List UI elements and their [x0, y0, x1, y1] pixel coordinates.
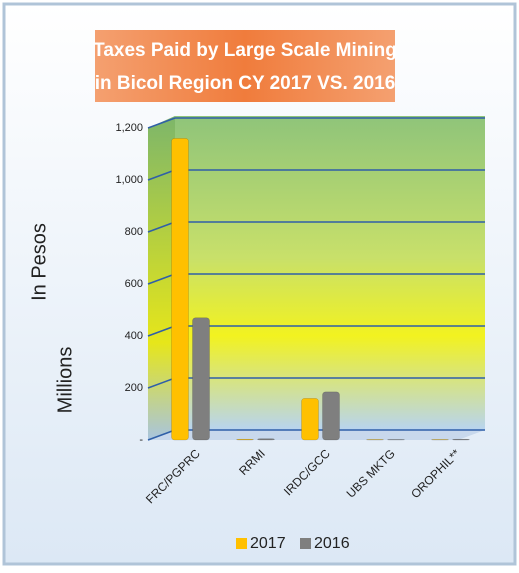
- y-axis-label: In Pesos: [28, 223, 50, 301]
- y-tick-label: 1,200: [115, 122, 143, 134]
- bar: [192, 317, 210, 441]
- y-tick-label: 800: [125, 226, 143, 238]
- y-tick-label: 400: [125, 330, 143, 342]
- legend-swatch: [236, 538, 247, 549]
- chart-title: Taxes Paid by Large Scale Mining: [93, 40, 397, 61]
- bar: [171, 138, 189, 441]
- legend-label: 2016: [314, 535, 350, 552]
- y-axis-label: Millions: [54, 347, 76, 414]
- grid-line: [147, 117, 176, 129]
- back-wall: [175, 116, 485, 430]
- bar: [236, 438, 254, 441]
- bar: [257, 438, 275, 441]
- y-tick-label: 200: [125, 382, 143, 394]
- y-tick-label: 1,000: [115, 174, 143, 186]
- grid-line: [147, 221, 176, 233]
- legend-label: 2017: [250, 535, 286, 552]
- title-box: [95, 30, 395, 102]
- bar: [322, 391, 340, 441]
- side-wall: [148, 116, 175, 440]
- legend-swatch: [300, 538, 311, 549]
- grid-line: [147, 169, 176, 181]
- bar: [452, 438, 470, 441]
- grid-line: [147, 429, 176, 441]
- bar: [301, 398, 319, 441]
- bar: [431, 439, 449, 441]
- y-tick-label: -: [139, 434, 143, 446]
- y-tick-label: 600: [125, 278, 143, 290]
- grid-line: [147, 273, 176, 285]
- bar: [387, 439, 405, 441]
- grid-line: [147, 325, 176, 337]
- chart-title: in Bicol Region CY 2017 VS. 2016: [95, 73, 396, 94]
- bar: [366, 439, 384, 441]
- grid-line: [147, 377, 176, 389]
